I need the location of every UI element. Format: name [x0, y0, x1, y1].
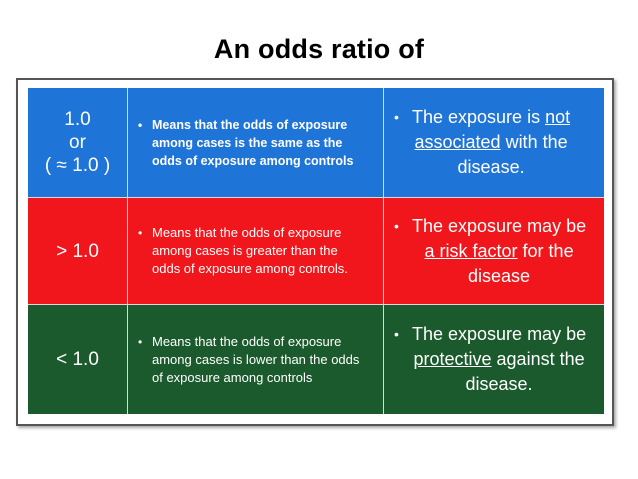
meaning-cell: • Means that the odds of exposure among … [128, 198, 384, 305]
underlined-term: a risk factor [424, 240, 518, 261]
table-row-lower: < 1.0 • Means that the odds of exposure … [28, 305, 604, 414]
implication-cell: • The exposure may be protective against… [384, 305, 604, 414]
odds-ratio-value-cell: 1.0 or ( ≈ 1.0 ) [28, 88, 128, 198]
implication-text: The exposure may be a risk factor for th… [412, 215, 587, 286]
underlined-term: protective [413, 349, 492, 369]
odds-ratio-value: > 1.0 [56, 240, 99, 262]
odds-ratio-value-cell: > 1.0 [28, 198, 128, 305]
odds-ratio-value-cell: < 1.0 [28, 305, 128, 414]
bullet-icon: • [394, 326, 399, 342]
odds-ratio-value: < 1.0 [56, 349, 99, 370]
bullet-icon: • [138, 334, 143, 349]
odds-ratio-table-frame: 1.0 or ( ≈ 1.0 ) • Means that the odds o… [16, 78, 614, 426]
meaning-text: Means that the odds of exposure among ca… [152, 333, 360, 385]
bullet-icon: • [138, 117, 143, 132]
underlined-term: associated [414, 132, 501, 152]
meaning-text: Means that the odds of exposure among ca… [152, 117, 354, 168]
implication-text: The exposure is not associated with the … [412, 107, 571, 177]
implication-text: The exposure may be protective against t… [412, 324, 587, 394]
slide-title: An odds ratio of [213, 34, 425, 64]
odds-ratio-value: 1.0 or ( ≈ 1.0 ) [44, 109, 111, 176]
odds-ratio-table: 1.0 or ( ≈ 1.0 ) • Means that the odds o… [28, 88, 604, 414]
bullet-icon: • [394, 109, 399, 125]
bullet-icon: • [138, 226, 143, 240]
underlined-term: not [545, 107, 571, 127]
table-row-equal: 1.0 or ( ≈ 1.0 ) • Means that the odds o… [28, 88, 604, 198]
meaning-cell: • Means that the odds of exposure among … [128, 305, 384, 414]
implication-cell: • The exposure may be a risk factor for … [384, 198, 604, 305]
table-row-greater: > 1.0 • Means that the odds of exposure … [28, 198, 604, 305]
implication-cell: • The exposure is not associated with th… [384, 88, 604, 198]
meaning-cell: • Means that the odds of exposure among … [128, 88, 384, 198]
bullet-icon: • [394, 217, 399, 234]
meaning-text: Means that the odds of exposure among ca… [152, 225, 348, 276]
